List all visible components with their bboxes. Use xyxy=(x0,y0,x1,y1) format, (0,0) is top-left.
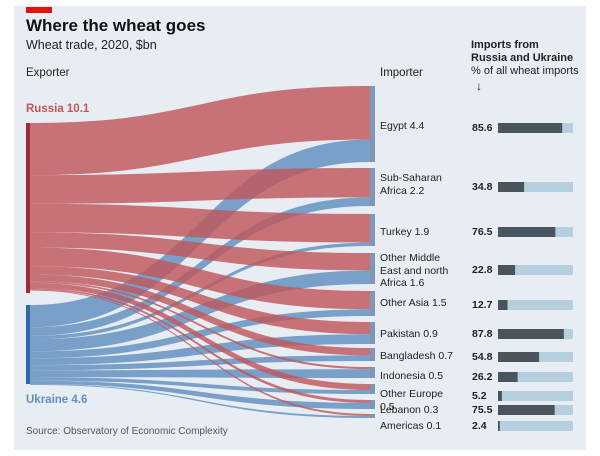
exporter-label-ukraine: Ukraine 4.6 xyxy=(26,394,88,406)
import-share-label-5: 12.7 xyxy=(472,299,493,311)
flow-ukraine-8 xyxy=(30,369,370,378)
import-share-track-8 xyxy=(498,372,573,382)
node-importer-8 xyxy=(370,367,375,378)
flow-ukraine-3 xyxy=(30,242,370,340)
import-share-bar-4 xyxy=(498,265,516,275)
exporter-label-russia: Russia 10.1 xyxy=(26,103,90,115)
import-share-label-11: 2.4 xyxy=(472,420,487,432)
flow-ukraine-2 xyxy=(30,197,370,336)
chart-subtitle: Wheat trade, 2020, $bn xyxy=(26,38,157,52)
importer-label-9: Other Europe 0.5 xyxy=(380,388,444,413)
brand-accent-bar xyxy=(26,7,52,13)
import-share-bar-10 xyxy=(498,405,555,415)
import-share-bar-6 xyxy=(498,329,564,339)
node-russia xyxy=(26,123,30,293)
node-ukraine xyxy=(26,305,30,384)
exporter-column-heading: Exporter xyxy=(26,67,70,79)
flow-russia-11 xyxy=(30,289,370,416)
node-importer-9 xyxy=(370,384,375,394)
node-importer-5 xyxy=(370,291,375,316)
import-share-bar-11 xyxy=(498,421,500,431)
flow-russia-8 xyxy=(30,281,370,370)
importer-label-10: Lebanon 0.3 xyxy=(380,404,439,416)
importer-label-11: Americas 0.1 xyxy=(380,420,442,432)
importer-label-7: Bangladesh 0.7 xyxy=(380,350,453,362)
importer-label-2: Sub-Saharan Africa 2.2 xyxy=(380,172,442,197)
node-importer-7 xyxy=(370,348,375,361)
import-share-track-9 xyxy=(498,391,573,401)
flow-russia-9 xyxy=(30,282,370,390)
flow-ukraine-11 xyxy=(30,384,370,418)
import-share-bar-1 xyxy=(498,123,563,133)
node-importer-2 xyxy=(370,168,375,206)
flow-russia-6 xyxy=(30,266,370,335)
import-share-bar-3 xyxy=(498,227,556,237)
import-share-label-1: 85.6 xyxy=(472,122,493,134)
flow-russia-4 xyxy=(30,232,370,271)
node-importer-11 xyxy=(370,414,375,418)
importer-label-1: Egypt 4.4 xyxy=(380,120,425,132)
sort-down-arrow-icon: ↓ xyxy=(476,79,482,93)
importer-label-5: Other Asia 1.5 xyxy=(380,297,447,309)
importer-label-3: Turkey 1.9 xyxy=(380,226,430,238)
import-share-label-2: 34.8 xyxy=(472,181,493,193)
import-share-bar-5 xyxy=(498,300,508,310)
node-importer-6 xyxy=(370,322,375,344)
flow-russia-3 xyxy=(30,203,370,243)
import-share-label-3: 76.5 xyxy=(472,226,493,238)
imports-share-heading: Imports from Russia and Ukraine % of all… xyxy=(471,39,579,78)
flow-russia-1 xyxy=(30,86,370,176)
import-share-track-4 xyxy=(498,265,573,275)
imports-heading-line3: % of all wheat imports xyxy=(471,65,579,77)
import-share-bar-9 xyxy=(498,391,502,401)
import-share-label-4: 22.8 xyxy=(472,264,493,276)
importer-label-4: Other Middle East and north Africa 1.6 xyxy=(380,252,449,289)
node-importer-1 xyxy=(370,86,375,162)
importer-label-8: Indonesia 0.5 xyxy=(380,370,444,382)
flow-russia-2 xyxy=(30,168,370,204)
import-share-label-6: 87.8 xyxy=(472,328,493,340)
node-importer-10 xyxy=(370,400,375,409)
imports-heading-line1: Imports from xyxy=(471,39,539,51)
node-importer-3 xyxy=(370,214,375,246)
import-share-track-11 xyxy=(498,421,573,431)
import-share-bar-2 xyxy=(498,182,525,192)
importer-label-6: Pakistan 0.9 xyxy=(380,328,438,340)
imports-heading-line2: Russia and Ukraine xyxy=(471,52,574,64)
import-share-bar-8 xyxy=(498,372,518,382)
import-share-label-9: 5.2 xyxy=(472,390,487,402)
chart-title: Where the wheat goes xyxy=(26,16,206,35)
importer-column-heading: Importer xyxy=(380,67,423,79)
source-note: Source: Observatory of Economic Complexi… xyxy=(26,426,228,437)
import-share-bar-7 xyxy=(498,352,540,362)
import-share-label-8: 26.2 xyxy=(472,371,493,383)
import-share-label-10: 75.5 xyxy=(472,404,493,416)
flow-russia-5 xyxy=(30,247,370,310)
import-share-label-7: 54.8 xyxy=(472,351,493,363)
import-share-track-5 xyxy=(498,300,573,310)
node-importer-4 xyxy=(370,253,375,284)
flow-russia-7 xyxy=(30,274,370,356)
import-share-track-2 xyxy=(498,182,573,192)
flow-russia-10 xyxy=(30,287,370,403)
